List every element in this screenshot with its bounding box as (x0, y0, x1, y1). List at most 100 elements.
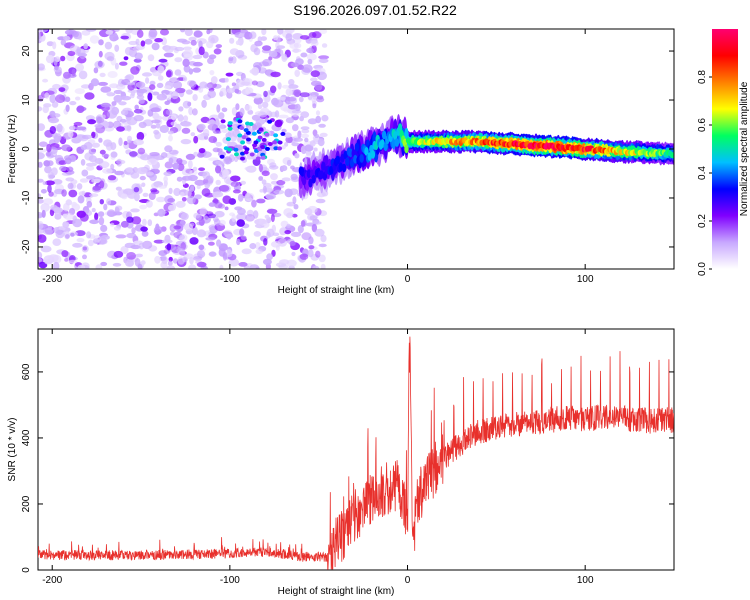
noise-blob (239, 107, 245, 117)
spectrogram-x-label: Height of straight line (km) (278, 285, 395, 296)
noise-blob (215, 165, 222, 174)
noise-blob (99, 149, 106, 155)
noise-blob (181, 168, 193, 176)
noise-blob (120, 193, 128, 200)
ridge-blob (243, 128, 249, 133)
y-tick-label: -20 (21, 239, 32, 254)
noise-blob (106, 91, 114, 97)
snr-y-axis: 0 200 400 600 (21, 363, 674, 573)
noise-blob (229, 212, 235, 217)
noise-blob (198, 148, 206, 154)
noise-blob (109, 222, 115, 227)
noise-blob (64, 29, 74, 35)
noise-blob (136, 88, 148, 94)
noise-blob (208, 136, 217, 143)
noise-blob (75, 230, 86, 237)
noise-blob (99, 72, 106, 78)
noise-blob (292, 124, 299, 132)
noise-blob (169, 149, 179, 155)
noise-blob (94, 123, 103, 129)
ridge-blob (306, 169, 312, 179)
noise-blob (98, 216, 105, 226)
noise-blob (38, 152, 45, 160)
noise-blob (100, 102, 111, 108)
noise-blob (288, 79, 295, 86)
noise-blob (194, 194, 202, 200)
noise-blob (255, 81, 265, 88)
noise-blob (81, 30, 91, 36)
noise-blob (86, 175, 96, 180)
noise-blob (88, 148, 97, 155)
noise-blob (268, 50, 278, 58)
noise-blob (281, 84, 290, 89)
noise-blob (300, 133, 310, 139)
noise-blob (193, 30, 203, 38)
noise-blob (156, 196, 166, 203)
noise-blob (281, 53, 288, 62)
noise-blob (154, 38, 164, 43)
noise-blob (89, 35, 100, 44)
noise-blob (107, 71, 118, 78)
noise-blob (279, 227, 287, 236)
noise-blob (40, 245, 52, 253)
noise-blob (61, 189, 67, 197)
noise-blob (59, 165, 67, 172)
noise-blob (196, 261, 207, 268)
noise-blob (148, 192, 156, 200)
ridge-blob (239, 126, 245, 130)
colorbar-label: Normalized spectral amplitude (739, 81, 750, 216)
noise-blob (100, 86, 112, 93)
noise-blob (44, 92, 50, 99)
noise-blob (310, 77, 318, 82)
noise-blob (179, 191, 185, 197)
noise-blob (270, 71, 281, 78)
noise-blob (190, 132, 196, 137)
noise-blob (283, 208, 294, 217)
noise-blob (123, 56, 129, 61)
noise-blob (212, 191, 224, 198)
noise-blob (164, 45, 174, 54)
noise-blob (285, 136, 293, 144)
noise-blob (81, 245, 89, 253)
noise-blob (199, 207, 208, 216)
noise-blob (150, 124, 157, 129)
noise-blob (152, 91, 160, 96)
noise-blob (320, 263, 326, 269)
noise-blob (49, 126, 56, 134)
noise-blob (166, 243, 172, 251)
noise-blob (180, 29, 186, 33)
noise-blob (198, 167, 206, 171)
noise-blob (300, 220, 306, 227)
ridge-blob (241, 135, 247, 140)
noise-blob (281, 165, 288, 172)
noise-blob (106, 198, 112, 206)
noise-blob (319, 132, 328, 138)
ridge-blob (370, 150, 376, 159)
noise-blob (318, 29, 328, 34)
noise-blob (64, 157, 72, 165)
noise-blob (114, 44, 120, 52)
ridge-blob (404, 144, 409, 154)
noise-blob (183, 223, 194, 231)
noise-blob (100, 224, 108, 232)
noise-blob (294, 153, 300, 159)
noise-blob (72, 218, 83, 228)
noise-blob (174, 46, 185, 52)
noise-blob (101, 114, 106, 119)
noise-blob (197, 152, 205, 158)
noise-blob (214, 202, 223, 209)
noise-blob (306, 53, 317, 61)
noise-blob (207, 213, 216, 219)
noise-blob (38, 193, 41, 199)
noise-blob (160, 152, 168, 159)
colorbar-tick-label: 0.2 (697, 214, 708, 228)
snr-x-label: Height of straight line (km) (278, 586, 395, 597)
noise-blob (290, 173, 298, 181)
noise-blob (156, 93, 167, 101)
noise-blob (94, 60, 105, 69)
noise-blob (51, 101, 59, 108)
noise-blob (286, 223, 291, 228)
noise-blob (216, 104, 221, 113)
noise-blob (266, 231, 271, 239)
noise-blob (85, 29, 97, 32)
